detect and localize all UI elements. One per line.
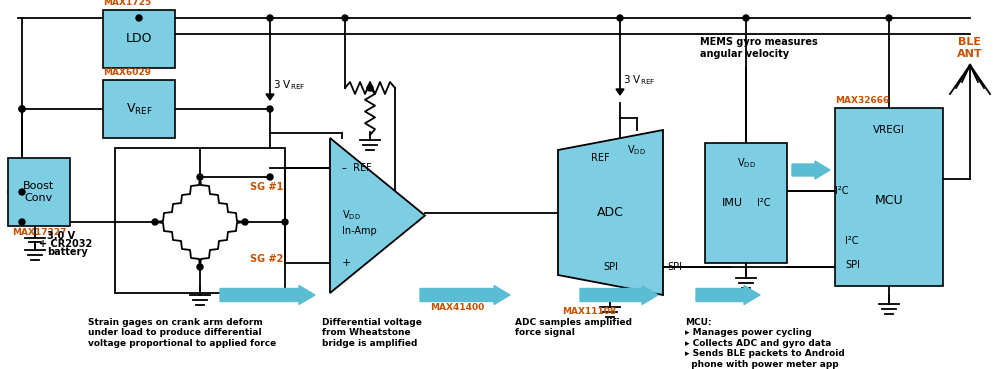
FancyArrow shape bbox=[579, 286, 657, 304]
Circle shape bbox=[616, 15, 622, 21]
Circle shape bbox=[282, 219, 288, 225]
FancyBboxPatch shape bbox=[8, 158, 70, 226]
Text: I²C: I²C bbox=[757, 198, 770, 208]
Text: MAX1725: MAX1725 bbox=[103, 0, 151, 7]
Text: VREGI: VREGI bbox=[872, 125, 904, 135]
FancyBboxPatch shape bbox=[704, 143, 787, 263]
Text: $\mathregular{V_{REF}}$: $\mathregular{V_{REF}}$ bbox=[125, 101, 152, 117]
Circle shape bbox=[885, 15, 891, 21]
Circle shape bbox=[196, 174, 202, 180]
Circle shape bbox=[367, 85, 373, 91]
Circle shape bbox=[19, 106, 25, 112]
Text: REF: REF bbox=[590, 153, 608, 163]
Polygon shape bbox=[615, 89, 623, 95]
Text: MCU: MCU bbox=[874, 194, 903, 207]
Circle shape bbox=[136, 15, 142, 21]
Text: SG #1: SG #1 bbox=[249, 182, 284, 192]
FancyBboxPatch shape bbox=[835, 108, 942, 286]
FancyArrow shape bbox=[219, 286, 315, 304]
Text: MAX32666: MAX32666 bbox=[835, 96, 889, 105]
Text: BLE
ANT: BLE ANT bbox=[956, 37, 982, 59]
Text: SPI: SPI bbox=[844, 260, 859, 270]
Circle shape bbox=[342, 15, 348, 21]
Text: MAX17227: MAX17227 bbox=[12, 228, 66, 237]
Text: MCU:
▸ Manages power cycling
▸ Collects ADC and gyro data
▸ Sends BLE packets to: MCU: ▸ Manages power cycling ▸ Collects … bbox=[684, 318, 844, 369]
Circle shape bbox=[196, 264, 202, 270]
Text: SG #2: SG #2 bbox=[249, 254, 284, 264]
Polygon shape bbox=[557, 130, 662, 295]
Circle shape bbox=[19, 106, 25, 112]
Text: MEMS gyro measures
angular velocity: MEMS gyro measures angular velocity bbox=[699, 37, 817, 59]
Text: $\mathregular{V_{DD}}$: $\mathregular{V_{DD}}$ bbox=[342, 208, 361, 223]
Text: MAX6029: MAX6029 bbox=[103, 68, 151, 77]
Polygon shape bbox=[330, 138, 425, 293]
Text: LDO: LDO bbox=[125, 32, 152, 45]
Circle shape bbox=[267, 106, 273, 112]
Text: battery: battery bbox=[47, 247, 87, 257]
Text: IMU: IMU bbox=[720, 198, 741, 208]
Circle shape bbox=[241, 219, 247, 225]
Polygon shape bbox=[266, 94, 274, 100]
Text: $\mathregular{3\ V_{REF}}$: $\mathregular{3\ V_{REF}}$ bbox=[273, 78, 306, 92]
Text: –  REF: – REF bbox=[342, 163, 372, 173]
Text: 3.0 V: 3.0 V bbox=[47, 231, 75, 241]
Text: Strain gages on crank arm deform
under load to produce differential
voltage prop: Strain gages on crank arm deform under l… bbox=[88, 318, 276, 348]
FancyBboxPatch shape bbox=[103, 80, 174, 138]
Text: ADC: ADC bbox=[596, 206, 623, 219]
Text: +: + bbox=[342, 258, 351, 268]
Text: $\mathregular{V_{DD}}$: $\mathregular{V_{DD}}$ bbox=[626, 143, 645, 157]
FancyArrow shape bbox=[695, 286, 760, 304]
Text: SPI: SPI bbox=[666, 262, 681, 272]
FancyArrow shape bbox=[420, 286, 509, 304]
Text: $\mathregular{3\ V_{REF}}$: $\mathregular{3\ V_{REF}}$ bbox=[622, 73, 655, 87]
Text: In-Amp: In-Amp bbox=[342, 225, 377, 235]
Text: $\mathregular{V_{DD}}$: $\mathregular{V_{DD}}$ bbox=[735, 156, 755, 170]
Text: + CR2032: + CR2032 bbox=[39, 239, 92, 249]
Text: Differential voltage
from Wheatstone
bridge is amplified: Differential voltage from Wheatstone bri… bbox=[322, 318, 422, 348]
Circle shape bbox=[267, 174, 273, 180]
Text: I²C: I²C bbox=[844, 237, 858, 246]
Circle shape bbox=[267, 15, 273, 21]
FancyArrow shape bbox=[792, 161, 830, 179]
Text: Boost
Conv: Boost Conv bbox=[23, 181, 54, 203]
Circle shape bbox=[742, 15, 748, 21]
FancyBboxPatch shape bbox=[103, 10, 174, 68]
Text: MAX11108: MAX11108 bbox=[562, 307, 616, 316]
Text: ADC samples amplified
force signal: ADC samples amplified force signal bbox=[514, 318, 631, 337]
Circle shape bbox=[19, 189, 25, 195]
Text: I²C: I²C bbox=[835, 186, 848, 196]
Text: SPI: SPI bbox=[602, 262, 617, 272]
Text: MAX41400: MAX41400 bbox=[430, 303, 484, 312]
Circle shape bbox=[152, 219, 158, 225]
Circle shape bbox=[19, 219, 25, 225]
